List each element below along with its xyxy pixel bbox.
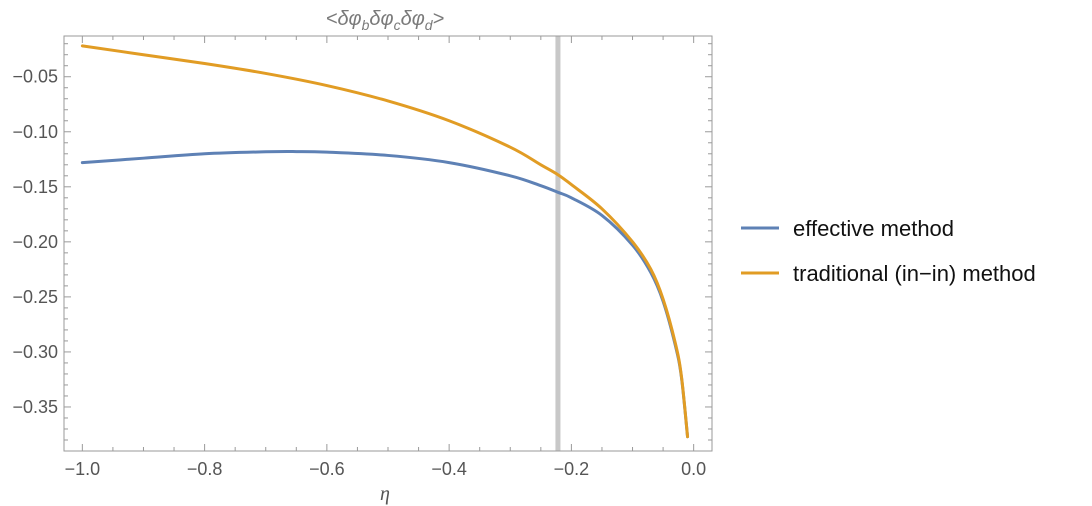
series-line-2 (80, 44, 690, 439)
series-line-1 (80, 150, 690, 439)
y-tick-label: −0.25 (12, 287, 58, 307)
y-tick-label: −0.20 (12, 232, 58, 252)
title-part: δφ (401, 8, 425, 30)
x-tick-label: −0.4 (431, 459, 467, 479)
title-part: <δφ (326, 8, 362, 30)
x-axis-label: η (380, 483, 390, 505)
series-group (80, 44, 690, 439)
x-tick-label: −0.6 (309, 459, 345, 479)
chart-title: <δφbδφcδφd> (326, 8, 444, 33)
legend-label-2: traditional (in−in) method (793, 261, 1036, 286)
plot-area: −1.0 −0.8 −0.6 −0.4 −0.2 0.0 −0.05−0.10−0.15−… (12, 35, 713, 479)
x-axis-ticks: −1.0 −0.8 −0.6 −0.4 −0.2 0.0 (65, 36, 706, 479)
legend-label-1: effective method (793, 216, 954, 241)
x-tick-label: −0.8 (187, 459, 223, 479)
title-part: δφ (369, 8, 393, 30)
x-tick-label: −1.0 (65, 459, 101, 479)
title-part: > (433, 8, 445, 30)
plot-frame (63, 35, 713, 452)
title-subscript: b (362, 17, 370, 33)
x-tick-label: −0.2 (554, 459, 590, 479)
title-subscript: c (394, 17, 401, 33)
title-subscript: d (425, 17, 434, 33)
y-tick-label: −0.05 (12, 67, 58, 87)
y-tick-label: −0.35 (12, 397, 58, 417)
y-axis-ticks: −0.05 −0.10 −0.15 −0.20 −0.25 −0.30 −0.35 (12, 43, 712, 452)
legend: effective method traditional (in−in) meth… (741, 216, 1036, 286)
y-tick-label: −0.10 (12, 122, 58, 142)
x-tick-label: 0.0 (681, 459, 706, 479)
y-tick-label: −0.15 (12, 177, 58, 197)
y-tick-label: −0.30 (12, 342, 58, 362)
